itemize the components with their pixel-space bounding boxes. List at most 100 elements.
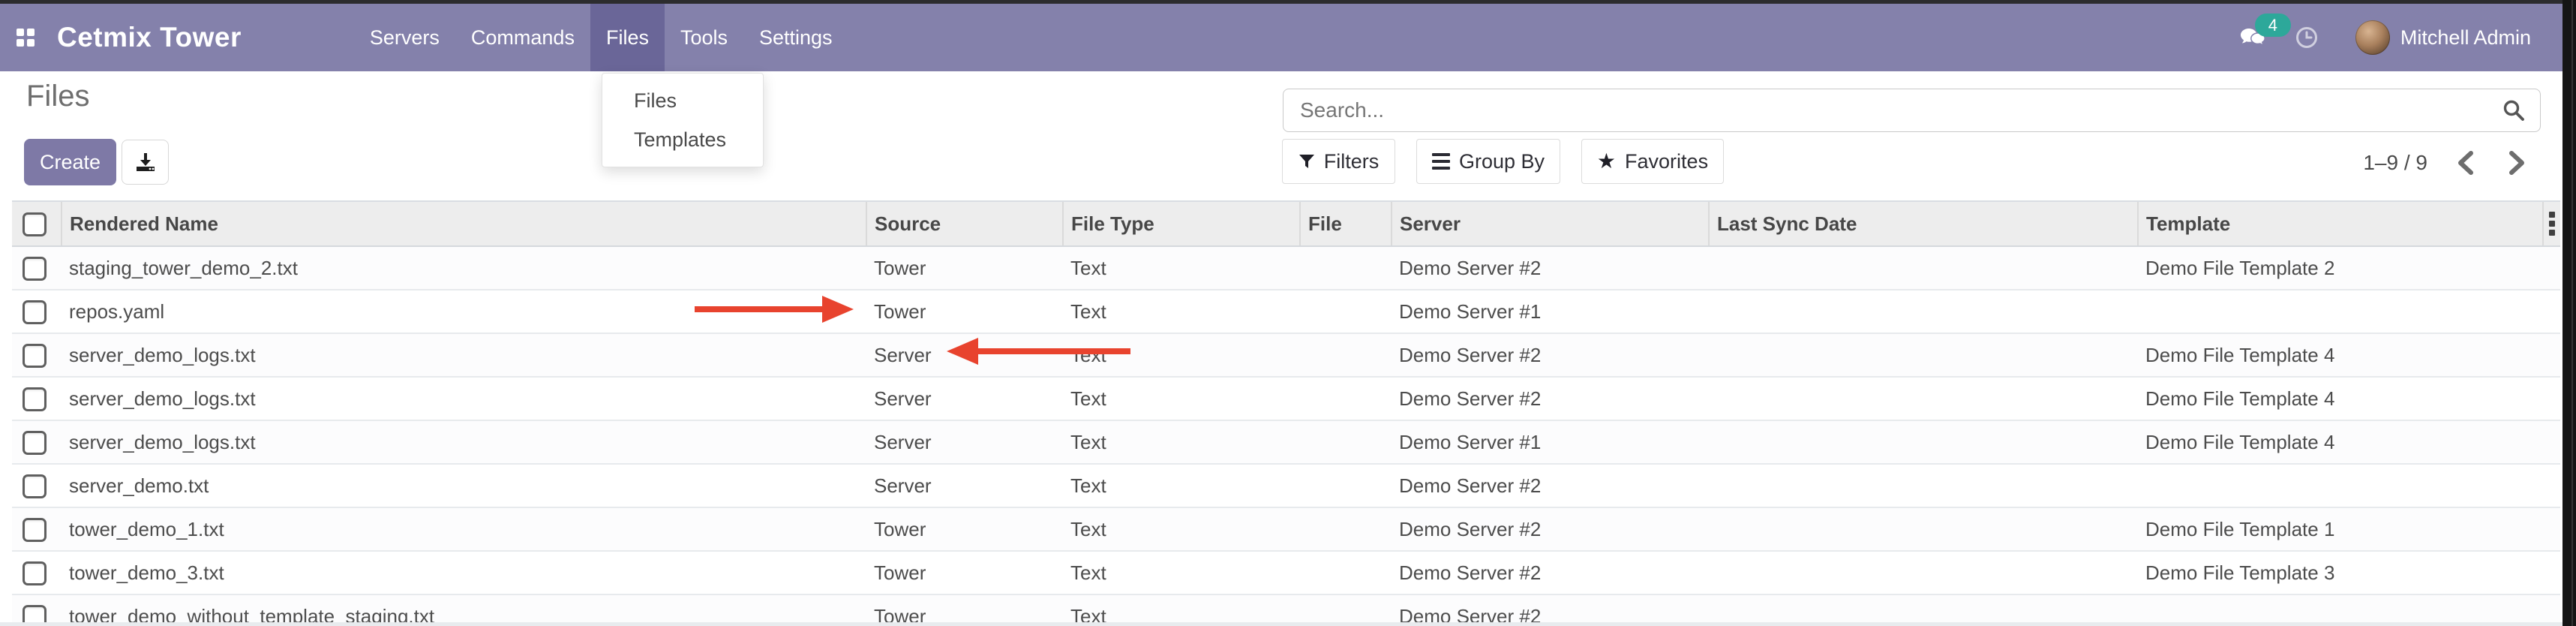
cell-last-sync-date [1709,290,2138,334]
search-bar [1283,89,2541,132]
table-row[interactable]: staging_tower_demo_2.txt Tower Text Demo… [12,246,2560,290]
row-checkbox[interactable] [23,430,47,455]
column-header-source[interactable]: Source [866,200,1063,247]
cell-template: Demo File Template 4 [2138,333,2543,378]
nav-item-servers[interactable]: Servers [369,26,440,49]
clock-icon [2295,26,2318,49]
cell-last-sync-date [1709,464,2138,508]
cell-rendered-name: tower_demo_3.txt [62,551,866,595]
table-row[interactable]: tower_demo_3.txt Tower Text Demo Server … [12,551,2560,595]
files-dropdown-menu: Files Templates [602,73,764,167]
cell-server: Demo Server #2 [1392,246,1709,290]
column-header-file[interactable]: File [1299,200,1392,247]
row-checkbox[interactable] [23,561,47,585]
cell-file-type: Text [1063,377,1300,421]
cell-file [1300,246,1392,290]
cell-rendered-name: tower_demo_without_template_staging.txt [62,594,866,626]
column-header-rendered-name[interactable]: Rendered Name [61,200,866,247]
cell-source: Server [866,377,1063,421]
table-row[interactable]: server_demo_logs.txt Server Text Demo Se… [12,377,2560,421]
chevron-right-icon [2507,150,2526,176]
search-input[interactable] [1283,98,2487,122]
cell-template [2138,464,2543,508]
cell-source: Tower [866,551,1063,595]
optional-columns-icon[interactable] [2544,212,2560,236]
annotation-arrow-right [695,296,854,323]
table-row[interactable]: repos.yaml Tower Text Demo Server #1 [12,290,2560,334]
cell-template [2138,290,2543,334]
cell-server: Demo Server #1 [1392,290,1709,334]
cell-file [1300,551,1392,595]
user-menu[interactable]: Mitchell Admin [2400,26,2531,49]
cell-server: Demo Server #2 [1392,551,1709,595]
cell-file [1300,333,1392,378]
activities-button[interactable] [2295,26,2318,49]
cell-last-sync-date [1709,507,2138,552]
brand-title: Cetmix Tower [57,22,242,53]
table-row[interactable]: server_demo_logs.txt Server Text Demo Se… [12,420,2560,465]
main-navbar: Cetmix Tower Servers Commands Files Tool… [0,4,2576,71]
cell-file-type: Text [1063,594,1300,626]
cell-file-type: Text [1063,507,1300,552]
navbar-right-cluster: 4 Mitchell Admin [2238,14,2576,55]
nav-item-settings[interactable]: Settings [759,26,833,49]
table-row[interactable]: server_demo.txt Server Text Demo Server … [12,464,2560,508]
row-checkbox[interactable] [23,256,47,281]
cell-source: Tower [866,507,1063,552]
nav-item-tools[interactable]: Tools [680,26,728,49]
row-checkbox[interactable] [23,299,47,324]
dropdown-item-templates[interactable]: Templates [634,128,727,151]
cell-source: Tower [866,290,1063,334]
message-count-badge: 4 [2254,14,2291,37]
search-submit-button[interactable] [2487,89,2540,131]
cell-file-type: Text [1063,420,1300,465]
cell-source: Tower [866,594,1063,626]
nav-item-files[interactable]: Files [590,4,665,71]
download-icon [135,152,156,173]
cell-template: Demo File Template 2 [2138,246,2543,290]
cell-server: Demo Server #2 [1392,333,1709,378]
pager-previous-button[interactable] [2453,150,2478,176]
column-header-server[interactable]: Server [1391,200,1709,247]
dropdown-item-files[interactable]: Files [634,89,677,112]
cell-file [1300,464,1392,508]
filters-button[interactable]: Filters [1282,139,1395,184]
table-row[interactable]: tower_demo_without_template_staging.txt … [12,594,2560,626]
cell-file-type: Text [1063,290,1300,334]
table-row[interactable]: tower_demo_1.txt Tower Text Demo Server … [12,507,2560,552]
table-body: staging_tower_demo_2.txt Tower Text Demo… [12,246,2560,626]
table-row[interactable]: server_demo_logs.txt Server Text Demo Se… [12,333,2560,378]
row-checkbox[interactable] [23,517,47,542]
cell-file [1300,594,1392,626]
favorites-button[interactable]: ★ Favorites [1581,139,1724,184]
cell-file [1300,420,1392,465]
cell-file [1300,290,1392,334]
row-checkbox[interactable] [23,387,47,411]
row-checkbox[interactable] [23,474,47,498]
window-top-edge [0,0,2576,4]
select-all-checkbox[interactable] [23,212,47,236]
column-header-file-type[interactable]: File Type [1062,200,1300,247]
cell-server: Demo Server #2 [1392,507,1709,552]
cell-last-sync-date [1709,333,2138,378]
messages-button[interactable]: 4 [2238,14,2291,53]
column-header-last-sync-date[interactable]: Last Sync Date [1708,200,2138,247]
nav-item-commands[interactable]: Commands [470,26,575,49]
group-by-button[interactable]: Group By [1416,139,1560,184]
files-list-table: Rendered Name Source File Type File Serv… [12,200,2560,626]
pager-next-button[interactable] [2504,150,2529,176]
cell-rendered-name: server_demo_logs.txt [62,420,866,465]
cell-file [1300,507,1392,552]
cell-file-type: Text [1063,464,1300,508]
create-button[interactable]: Create [24,139,116,185]
cell-last-sync-date [1709,594,2138,626]
bars-icon [1431,153,1450,170]
apps-menu-icon[interactable] [17,29,35,47]
user-avatar[interactable] [2355,20,2390,55]
cell-template [2138,594,2543,626]
cell-source: Server [866,420,1063,465]
column-header-template[interactable]: Template [2137,200,2543,247]
row-checkbox[interactable] [23,343,47,368]
import-button[interactable] [122,140,169,185]
cell-last-sync-date [1709,246,2138,290]
